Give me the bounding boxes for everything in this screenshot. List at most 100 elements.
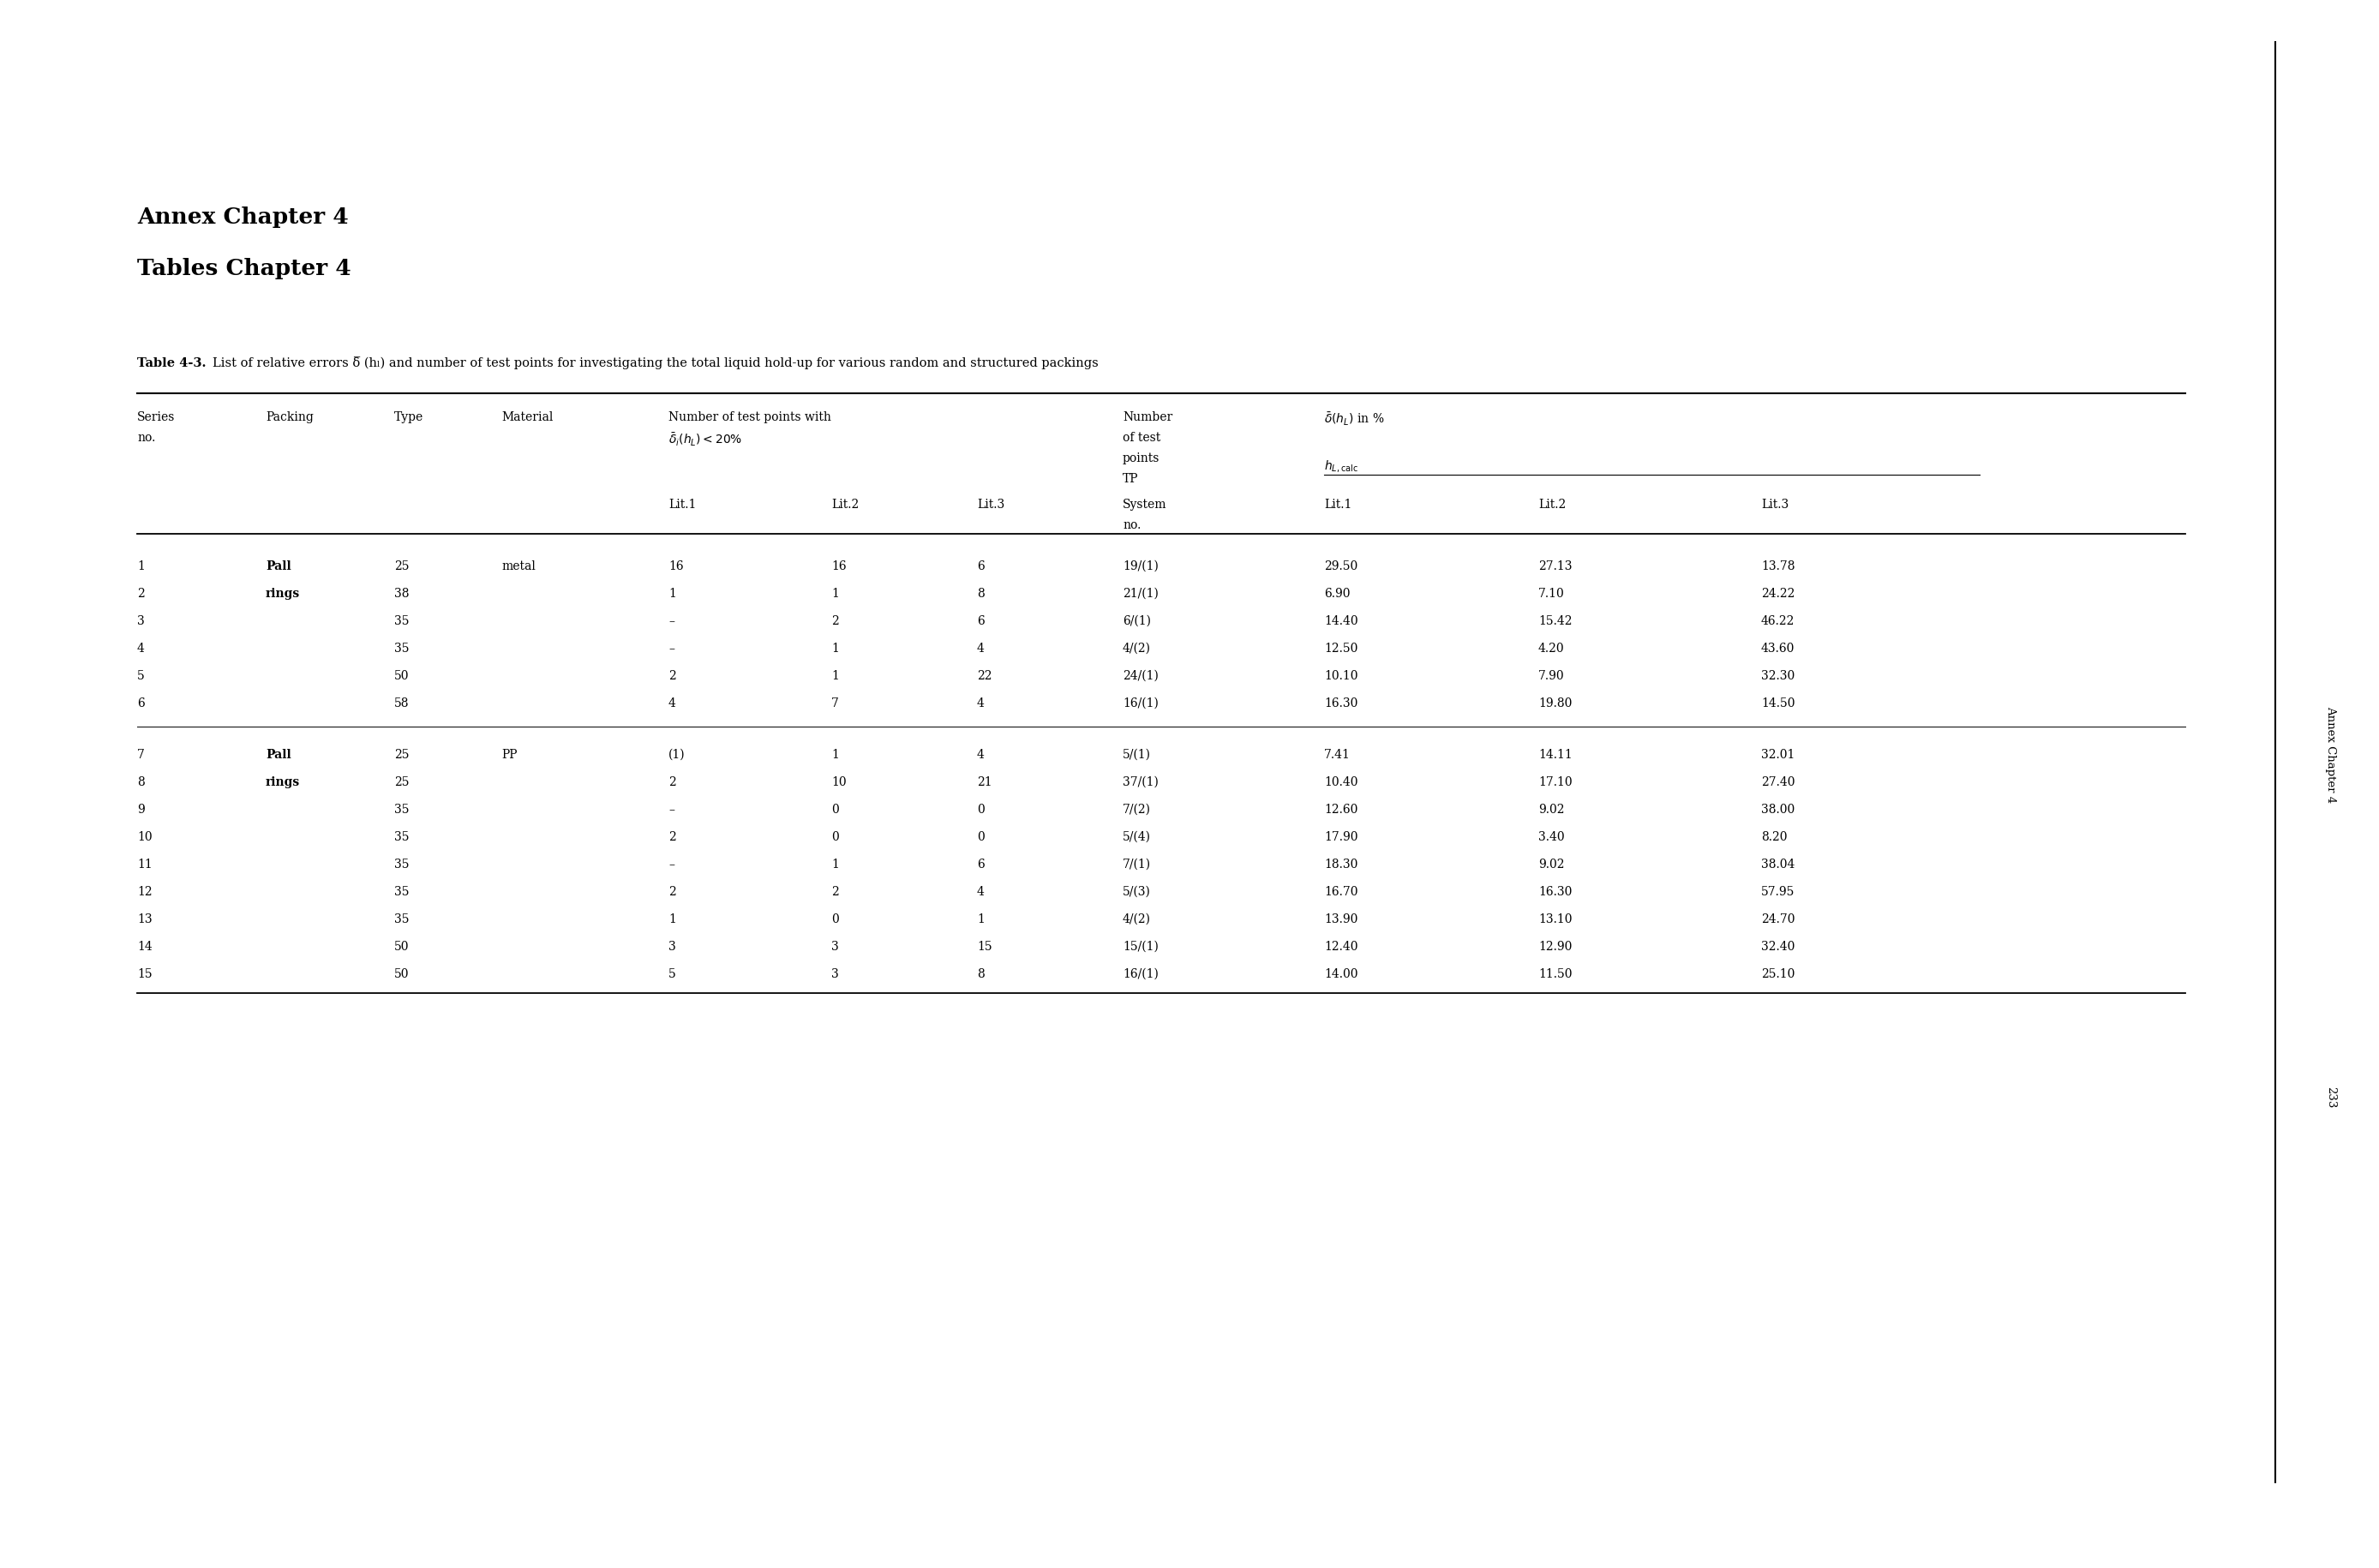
- Text: Packing: Packing: [266, 411, 314, 423]
- Text: 13.10: 13.10: [1539, 913, 1573, 925]
- Text: 38: 38: [395, 588, 409, 599]
- Text: 1: 1: [830, 643, 840, 654]
- Text: 6: 6: [138, 698, 145, 709]
- Text: 12.60: 12.60: [1325, 803, 1358, 815]
- Text: 16: 16: [830, 560, 847, 572]
- Text: Tables Chapter 4: Tables Chapter 4: [138, 257, 352, 279]
- Text: Number: Number: [1123, 411, 1173, 423]
- Text: 7/(2): 7/(2): [1123, 803, 1151, 815]
- Text: Lit.1: Lit.1: [1325, 499, 1351, 511]
- Text: 6: 6: [978, 560, 985, 572]
- Text: 13.90: 13.90: [1325, 913, 1358, 925]
- Text: 14: 14: [138, 941, 152, 952]
- Text: 25: 25: [395, 748, 409, 760]
- Text: 7.41: 7.41: [1325, 748, 1351, 760]
- Text: 16: 16: [668, 560, 683, 572]
- Text: 2: 2: [830, 886, 840, 897]
- Text: 15: 15: [138, 967, 152, 980]
- Text: 2: 2: [830, 615, 840, 627]
- Text: 1: 1: [978, 913, 985, 925]
- Text: 0: 0: [830, 803, 840, 815]
- Text: 14.00: 14.00: [1325, 967, 1358, 980]
- Text: 9.02: 9.02: [1539, 803, 1565, 815]
- Text: Lit.3: Lit.3: [978, 499, 1004, 511]
- Text: Lit.3: Lit.3: [1760, 499, 1789, 511]
- Text: 233: 233: [2324, 1087, 2336, 1109]
- Text: no.: no.: [138, 431, 155, 444]
- Text: 10: 10: [138, 831, 152, 842]
- Text: 7: 7: [830, 698, 840, 709]
- Text: 35: 35: [395, 886, 409, 897]
- Text: 14.40: 14.40: [1325, 615, 1358, 627]
- Text: 8: 8: [138, 776, 145, 787]
- Text: $\bar{\delta}(h_L)$ in %: $\bar{\delta}(h_L)$ in %: [1325, 411, 1385, 428]
- Text: 4: 4: [978, 886, 985, 897]
- Text: 4: 4: [978, 643, 985, 654]
- Text: 25.10: 25.10: [1760, 967, 1794, 980]
- Text: 58: 58: [395, 698, 409, 709]
- Text: 35: 35: [395, 831, 409, 842]
- Text: 0: 0: [978, 831, 985, 842]
- Text: 4/(2): 4/(2): [1123, 643, 1151, 654]
- Text: 24/(1): 24/(1): [1123, 670, 1159, 682]
- Text: 15.42: 15.42: [1539, 615, 1573, 627]
- Text: 11.50: 11.50: [1539, 967, 1573, 980]
- Text: 35: 35: [395, 858, 409, 870]
- Text: 2: 2: [138, 588, 145, 599]
- Text: 8: 8: [978, 967, 985, 980]
- Text: 11: 11: [138, 858, 152, 870]
- Text: 14.11: 14.11: [1539, 748, 1573, 760]
- Text: 3.40: 3.40: [1539, 831, 1565, 842]
- Text: 16/(1): 16/(1): [1123, 967, 1159, 980]
- Text: 2: 2: [668, 776, 676, 787]
- Text: 6: 6: [978, 615, 985, 627]
- Text: 16.30: 16.30: [1325, 698, 1358, 709]
- Text: 32.01: 32.01: [1760, 748, 1794, 760]
- Text: –: –: [668, 858, 676, 870]
- Text: –: –: [668, 803, 676, 815]
- Text: TP: TP: [1123, 472, 1140, 485]
- Text: 19.80: 19.80: [1539, 698, 1573, 709]
- Text: 7: 7: [138, 748, 145, 760]
- Text: 1: 1: [830, 588, 840, 599]
- Text: rings: rings: [266, 588, 300, 599]
- Text: 16.30: 16.30: [1539, 886, 1573, 897]
- Text: $\bar{\delta}_i(h_L) < 20\%$: $\bar{\delta}_i(h_L) < 20\%$: [668, 431, 742, 448]
- Text: 13: 13: [138, 913, 152, 925]
- Text: 2: 2: [668, 831, 676, 842]
- Text: 17.10: 17.10: [1539, 776, 1573, 787]
- Text: 12.40: 12.40: [1325, 941, 1358, 952]
- Text: 1: 1: [830, 858, 840, 870]
- Text: 1: 1: [668, 588, 676, 599]
- Text: 16/(1): 16/(1): [1123, 698, 1159, 709]
- Text: 37/(1): 37/(1): [1123, 776, 1159, 787]
- Text: 14.50: 14.50: [1760, 698, 1796, 709]
- Text: 4: 4: [668, 698, 676, 709]
- Text: 4: 4: [138, 643, 145, 654]
- Text: System: System: [1123, 499, 1166, 511]
- Text: Lit.2: Lit.2: [830, 499, 859, 511]
- Text: List of relative errors δ̅ (hₗ) and number of test points for investigating the : List of relative errors δ̅ (hₗ) and numb…: [212, 356, 1099, 368]
- Text: 3: 3: [830, 941, 840, 952]
- Text: 46.22: 46.22: [1760, 615, 1794, 627]
- Text: Number of test points with: Number of test points with: [668, 411, 830, 423]
- Text: PP: PP: [502, 748, 516, 760]
- Text: 17.90: 17.90: [1325, 831, 1358, 842]
- Text: 3: 3: [830, 967, 840, 980]
- Text: 1: 1: [668, 913, 676, 925]
- Text: 5/(1): 5/(1): [1123, 748, 1151, 760]
- Text: 18.30: 18.30: [1325, 858, 1358, 870]
- Text: 0: 0: [830, 831, 840, 842]
- Text: 6: 6: [978, 858, 985, 870]
- Text: 57.95: 57.95: [1760, 886, 1794, 897]
- Text: 6.90: 6.90: [1325, 588, 1351, 599]
- Text: Pall: Pall: [266, 748, 290, 760]
- Text: 38.00: 38.00: [1760, 803, 1794, 815]
- Text: 4/(2): 4/(2): [1123, 913, 1151, 925]
- Text: 3: 3: [138, 615, 145, 627]
- Text: Annex Chapter 4: Annex Chapter 4: [138, 207, 350, 227]
- Text: 35: 35: [395, 615, 409, 627]
- Text: $h_{L,\mathrm{calc}}$: $h_{L,\mathrm{calc}}$: [1325, 458, 1358, 474]
- Text: Series: Series: [138, 411, 176, 423]
- Text: 13.78: 13.78: [1760, 560, 1796, 572]
